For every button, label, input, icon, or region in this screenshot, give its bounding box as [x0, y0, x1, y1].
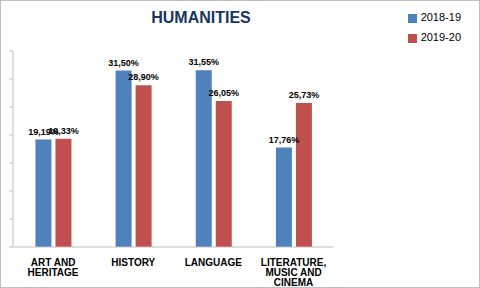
html-text:HUMANITIES: HUMANITIES [151, 9, 251, 26]
svg-text:31,50%: 31,50% [108, 58, 139, 68]
svg-text:26,05%: 26,05% [208, 88, 239, 98]
svg-text:28,90%: 28,90% [128, 72, 159, 82]
svg-text:ART ANDHERITAGE: ART ANDHERITAGE [28, 257, 79, 278]
html-text:2018-19: 2018-19 [420, 11, 461, 23]
html-text:2019-20: 2019-20 [420, 31, 461, 43]
svg-text:31,55%: 31,55% [188, 57, 219, 67]
svg-text:25,73%: 25,73% [289, 90, 320, 100]
svg-text:LANGUAGE: LANGUAGE [185, 257, 243, 268]
svg-text:LITERATURE,MUSIC ANDCINEMA: LITERATURE,MUSIC ANDCINEMA [261, 257, 327, 287]
svg-text:17,76%: 17,76% [269, 135, 300, 145]
svg-text:19,33%: 19,33% [48, 126, 79, 136]
svg-text:HISTORY: HISTORY [111, 257, 155, 268]
svg-text:19,19%: 19,19% [28, 126, 59, 137]
